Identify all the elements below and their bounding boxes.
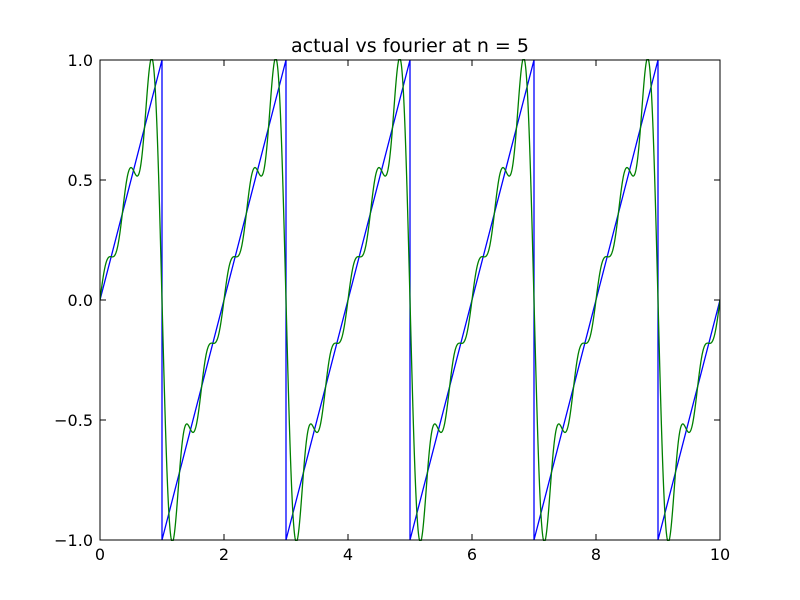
x-tick-label: 10 bbox=[710, 545, 730, 564]
axes-frame bbox=[99, 59, 721, 541]
x-tick-label: 8 bbox=[591, 545, 601, 564]
y-tick-label: −1.0 bbox=[54, 531, 93, 550]
chart-title: actual vs fourier at n = 5 bbox=[291, 35, 529, 57]
x-tick-label: 0 bbox=[95, 545, 105, 564]
y-tick-label: 1.0 bbox=[68, 51, 93, 70]
series-line-fourier-partial-sum bbox=[100, 59, 720, 541]
y-tick-label: 0.5 bbox=[68, 171, 93, 190]
x-tick-label: 6 bbox=[467, 545, 477, 564]
ticks-layer: 0 2 4 6 8 10 −1.0 −0.5 0.0 0.5 1.0 bbox=[54, 51, 730, 564]
x-tick-label: 4 bbox=[343, 545, 353, 564]
y-tick-label: 0.0 bbox=[68, 291, 93, 310]
series-layer bbox=[100, 59, 720, 541]
y-tick-label: −0.5 bbox=[54, 411, 93, 430]
x-tick-label: 2 bbox=[219, 545, 229, 564]
